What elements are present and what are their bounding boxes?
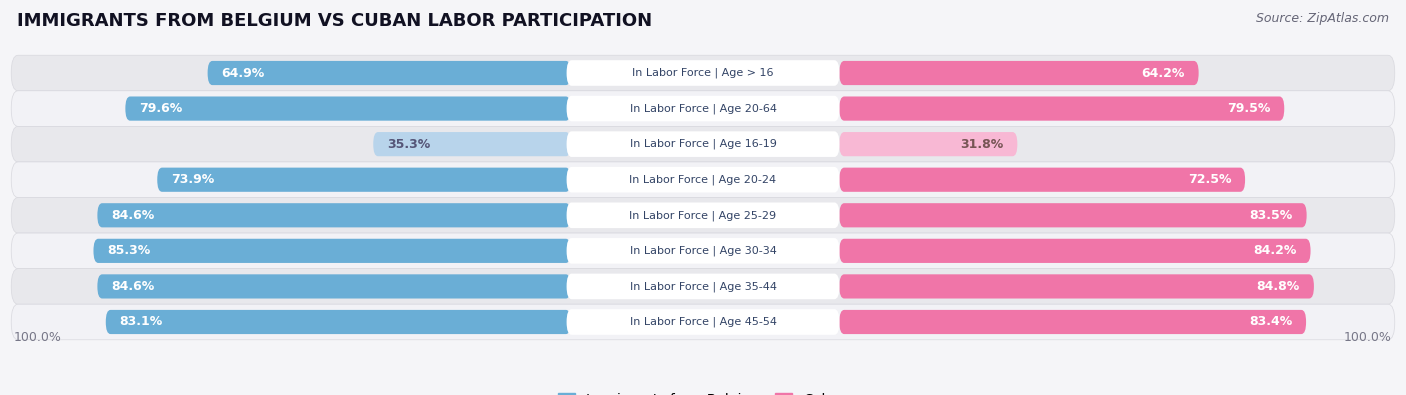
Text: 64.9%: 64.9% — [222, 66, 264, 79]
Text: 100.0%: 100.0% — [14, 331, 62, 344]
FancyBboxPatch shape — [567, 203, 839, 228]
Text: In Labor Force | Age > 16: In Labor Force | Age > 16 — [633, 68, 773, 78]
FancyBboxPatch shape — [567, 167, 839, 192]
FancyBboxPatch shape — [125, 96, 571, 120]
FancyBboxPatch shape — [11, 304, 1395, 340]
Legend: Immigrants from Belgium, Cuban: Immigrants from Belgium, Cuban — [558, 393, 848, 395]
FancyBboxPatch shape — [567, 60, 839, 86]
Text: In Labor Force | Age 16-19: In Labor Force | Age 16-19 — [630, 139, 776, 149]
Text: In Labor Force | Age 30-34: In Labor Force | Age 30-34 — [630, 246, 776, 256]
FancyBboxPatch shape — [839, 275, 1315, 299]
Text: 84.8%: 84.8% — [1257, 280, 1301, 293]
FancyBboxPatch shape — [11, 269, 1395, 304]
Text: 79.5%: 79.5% — [1227, 102, 1271, 115]
FancyBboxPatch shape — [839, 239, 1310, 263]
FancyBboxPatch shape — [567, 96, 839, 121]
FancyBboxPatch shape — [11, 126, 1395, 162]
FancyBboxPatch shape — [105, 310, 571, 334]
Text: 79.6%: 79.6% — [139, 102, 183, 115]
FancyBboxPatch shape — [11, 91, 1395, 126]
FancyBboxPatch shape — [157, 167, 571, 192]
FancyBboxPatch shape — [11, 162, 1395, 198]
FancyBboxPatch shape — [839, 132, 1018, 156]
FancyBboxPatch shape — [11, 198, 1395, 233]
Text: IMMIGRANTS FROM BELGIUM VS CUBAN LABOR PARTICIPATION: IMMIGRANTS FROM BELGIUM VS CUBAN LABOR P… — [17, 12, 652, 30]
Text: Source: ZipAtlas.com: Source: ZipAtlas.com — [1256, 12, 1389, 25]
FancyBboxPatch shape — [567, 238, 839, 263]
Text: 84.6%: 84.6% — [111, 280, 155, 293]
FancyBboxPatch shape — [97, 203, 571, 228]
Text: 100.0%: 100.0% — [1344, 331, 1392, 344]
Text: In Labor Force | Age 20-64: In Labor Force | Age 20-64 — [630, 103, 776, 114]
FancyBboxPatch shape — [839, 96, 1284, 120]
Text: 85.3%: 85.3% — [107, 245, 150, 258]
FancyBboxPatch shape — [11, 233, 1395, 269]
FancyBboxPatch shape — [11, 55, 1395, 91]
FancyBboxPatch shape — [208, 61, 571, 85]
FancyBboxPatch shape — [567, 274, 839, 299]
FancyBboxPatch shape — [93, 239, 571, 263]
Text: 73.9%: 73.9% — [172, 173, 215, 186]
Text: 83.1%: 83.1% — [120, 316, 163, 329]
FancyBboxPatch shape — [839, 167, 1246, 192]
Text: 84.2%: 84.2% — [1253, 245, 1296, 258]
Text: In Labor Force | Age 25-29: In Labor Force | Age 25-29 — [630, 210, 776, 220]
Text: 83.4%: 83.4% — [1249, 316, 1292, 329]
FancyBboxPatch shape — [567, 132, 839, 157]
Text: In Labor Force | Age 20-24: In Labor Force | Age 20-24 — [630, 175, 776, 185]
Text: In Labor Force | Age 35-44: In Labor Force | Age 35-44 — [630, 281, 776, 292]
Text: In Labor Force | Age 45-54: In Labor Force | Age 45-54 — [630, 317, 776, 327]
Text: 64.2%: 64.2% — [1142, 66, 1185, 79]
FancyBboxPatch shape — [97, 275, 571, 299]
Text: 35.3%: 35.3% — [387, 137, 430, 150]
FancyBboxPatch shape — [373, 132, 571, 156]
Text: 72.5%: 72.5% — [1188, 173, 1232, 186]
Text: 31.8%: 31.8% — [960, 137, 1004, 150]
FancyBboxPatch shape — [839, 310, 1306, 334]
FancyBboxPatch shape — [839, 203, 1306, 228]
FancyBboxPatch shape — [567, 309, 839, 335]
Text: 83.5%: 83.5% — [1250, 209, 1292, 222]
Text: 84.6%: 84.6% — [111, 209, 155, 222]
FancyBboxPatch shape — [839, 61, 1199, 85]
